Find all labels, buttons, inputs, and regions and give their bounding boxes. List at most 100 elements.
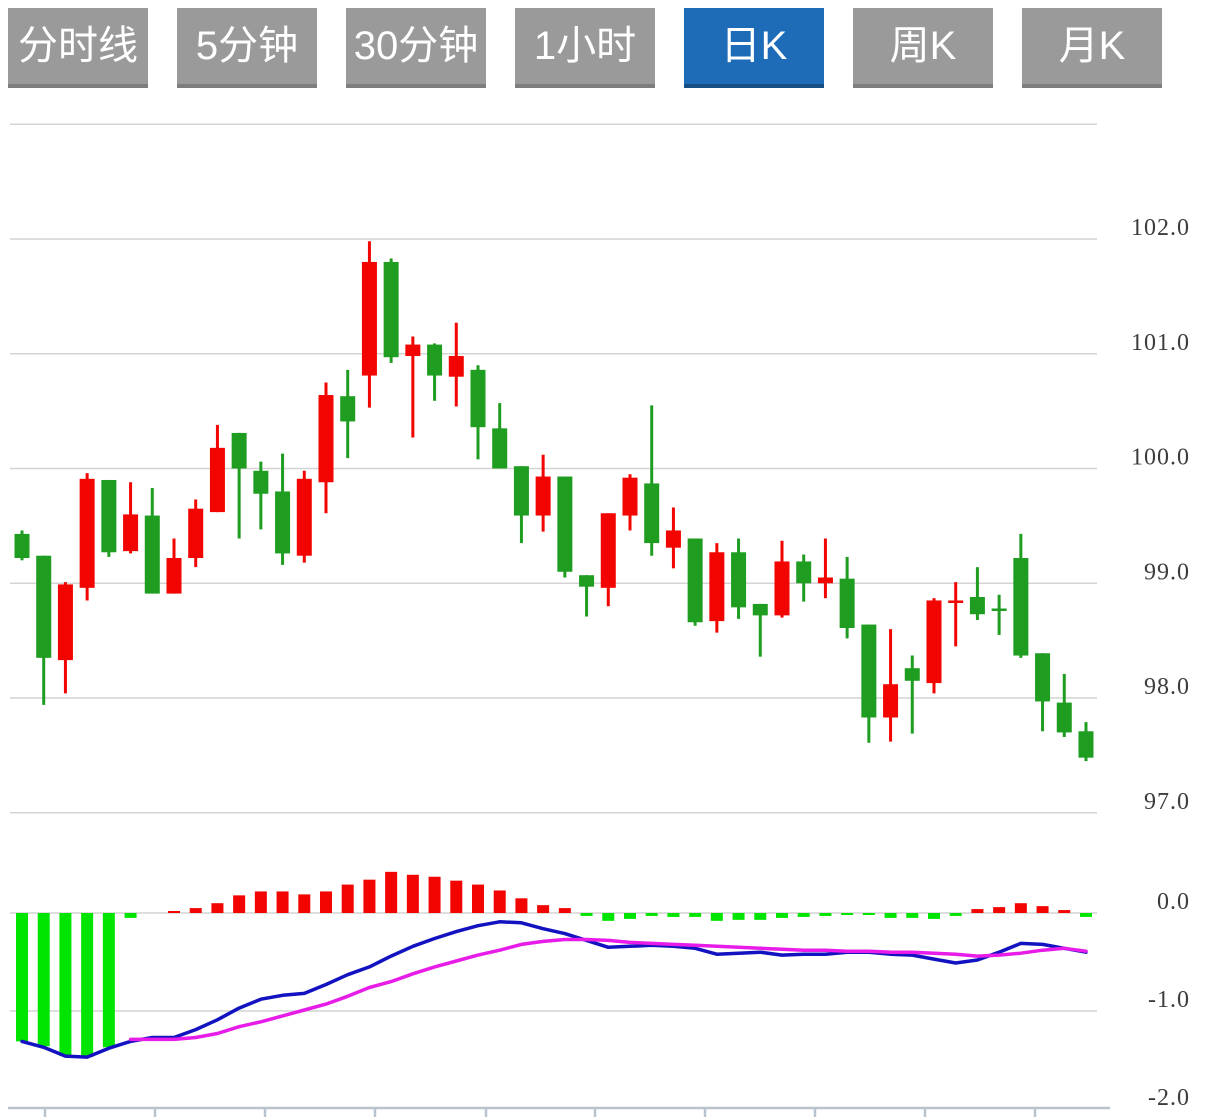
macd-bar bbox=[167, 911, 180, 913]
macd-bar bbox=[428, 876, 441, 913]
macd-bar bbox=[450, 880, 463, 913]
candle-body bbox=[752, 603, 768, 616]
candle-body bbox=[209, 447, 225, 513]
candle-body bbox=[405, 344, 421, 357]
macd-bar bbox=[1014, 903, 1027, 913]
timeframe-tabs: 分时线 5分钟 30分钟 1小时 日K 周K 月K bbox=[8, 8, 1162, 88]
tab-周K[interactable]: 周K bbox=[853, 8, 993, 88]
macd-bar bbox=[471, 884, 484, 913]
macd-bar bbox=[1036, 906, 1049, 913]
macd-bar bbox=[16, 913, 28, 1042]
macd-bar bbox=[1079, 913, 1092, 917]
macd-bar bbox=[602, 913, 615, 921]
tab-1小时[interactable]: 1小时 bbox=[515, 8, 655, 88]
candle-body bbox=[839, 578, 855, 629]
macd-bar bbox=[341, 884, 354, 913]
y-axis-label-main: 102.0 bbox=[1131, 215, 1190, 241]
candle-body bbox=[1078, 731, 1094, 758]
candle-body bbox=[340, 396, 356, 422]
macd-bar bbox=[1058, 910, 1071, 913]
candle-body bbox=[166, 558, 182, 594]
candle-body bbox=[817, 577, 833, 584]
macd-bar bbox=[623, 913, 636, 919]
macd-bar bbox=[645, 913, 658, 916]
macd-bar bbox=[580, 913, 593, 916]
candle-body bbox=[123, 514, 139, 552]
candle-body bbox=[513, 466, 529, 516]
candle-body bbox=[101, 479, 117, 553]
candle-body bbox=[296, 478, 312, 556]
macd-bar bbox=[124, 913, 137, 918]
macd-bar bbox=[319, 891, 332, 913]
candle-body bbox=[383, 261, 399, 358]
candle-body bbox=[144, 515, 160, 594]
candle-body bbox=[969, 597, 985, 615]
candle-body bbox=[470, 369, 486, 428]
macd-bar bbox=[841, 913, 854, 915]
candle-body bbox=[188, 508, 204, 559]
candle-body bbox=[796, 561, 812, 584]
dea-line bbox=[128, 937, 1088, 1042]
candle-body bbox=[600, 513, 616, 588]
candle-body bbox=[579, 575, 595, 587]
candle-body bbox=[948, 600, 964, 603]
macd-bar bbox=[971, 909, 984, 913]
macd-bar bbox=[732, 913, 745, 920]
candle-body bbox=[774, 561, 790, 616]
macd-bar bbox=[689, 913, 702, 917]
candle-body bbox=[926, 600, 942, 684]
y-axis-label-macd: -1.0 bbox=[1148, 987, 1190, 1013]
candle-body bbox=[492, 428, 508, 469]
candle-body bbox=[361, 261, 377, 376]
y-axis-label-macd: -2.0 bbox=[1148, 1085, 1190, 1111]
tab-5分钟[interactable]: 5分钟 bbox=[177, 8, 317, 88]
macd-bar bbox=[102, 913, 115, 1048]
tab-30分钟[interactable]: 30分钟 bbox=[346, 8, 486, 88]
candle-body bbox=[318, 395, 334, 483]
y-axis-label-main: 100.0 bbox=[1131, 445, 1190, 471]
candle-body bbox=[557, 476, 573, 572]
macd-bar bbox=[81, 913, 94, 1058]
candle-body bbox=[14, 533, 30, 559]
candle-body bbox=[448, 356, 464, 377]
candle-body bbox=[427, 344, 443, 376]
y-axis-label-macd: 0.0 bbox=[1157, 889, 1190, 915]
macd-bar bbox=[211, 903, 224, 913]
dif-line bbox=[20, 920, 1088, 1059]
candle-body bbox=[665, 530, 681, 548]
candle-body bbox=[79, 478, 95, 588]
candle-body bbox=[253, 470, 269, 494]
candle-body bbox=[535, 476, 551, 516]
candle-body bbox=[1035, 653, 1051, 702]
candle-body bbox=[36, 555, 52, 658]
macd-bar bbox=[667, 913, 680, 917]
macd-bar bbox=[254, 891, 267, 913]
y-axis-label-main: 101.0 bbox=[1131, 330, 1190, 356]
tab-日K[interactable]: 日K bbox=[684, 8, 824, 88]
macd-bar bbox=[363, 879, 376, 913]
tab-分时线[interactable]: 分时线 bbox=[8, 8, 148, 88]
macd-bar bbox=[775, 913, 788, 918]
macd-bar bbox=[406, 874, 419, 913]
macd-bar bbox=[710, 913, 723, 921]
macd-bar bbox=[819, 913, 832, 916]
candle-body bbox=[731, 552, 747, 608]
candle-body bbox=[275, 491, 291, 554]
candle-body bbox=[904, 668, 920, 681]
y-axis-label-main: 97.0 bbox=[1144, 789, 1190, 815]
macd-bar bbox=[385, 871, 398, 913]
candle-body bbox=[883, 684, 899, 718]
candle-body bbox=[231, 432, 247, 469]
macd-bar bbox=[797, 913, 810, 917]
tab-月K[interactable]: 月K bbox=[1022, 8, 1162, 88]
candle-body bbox=[861, 624, 877, 718]
macd-bar bbox=[884, 913, 897, 918]
macd-bar bbox=[993, 907, 1006, 913]
macd-bar bbox=[298, 894, 311, 913]
candle-body bbox=[644, 483, 660, 544]
macd-bar bbox=[233, 895, 246, 913]
macd-bar bbox=[493, 890, 506, 913]
macd-bar bbox=[515, 898, 528, 913]
candle-body bbox=[991, 608, 1007, 611]
